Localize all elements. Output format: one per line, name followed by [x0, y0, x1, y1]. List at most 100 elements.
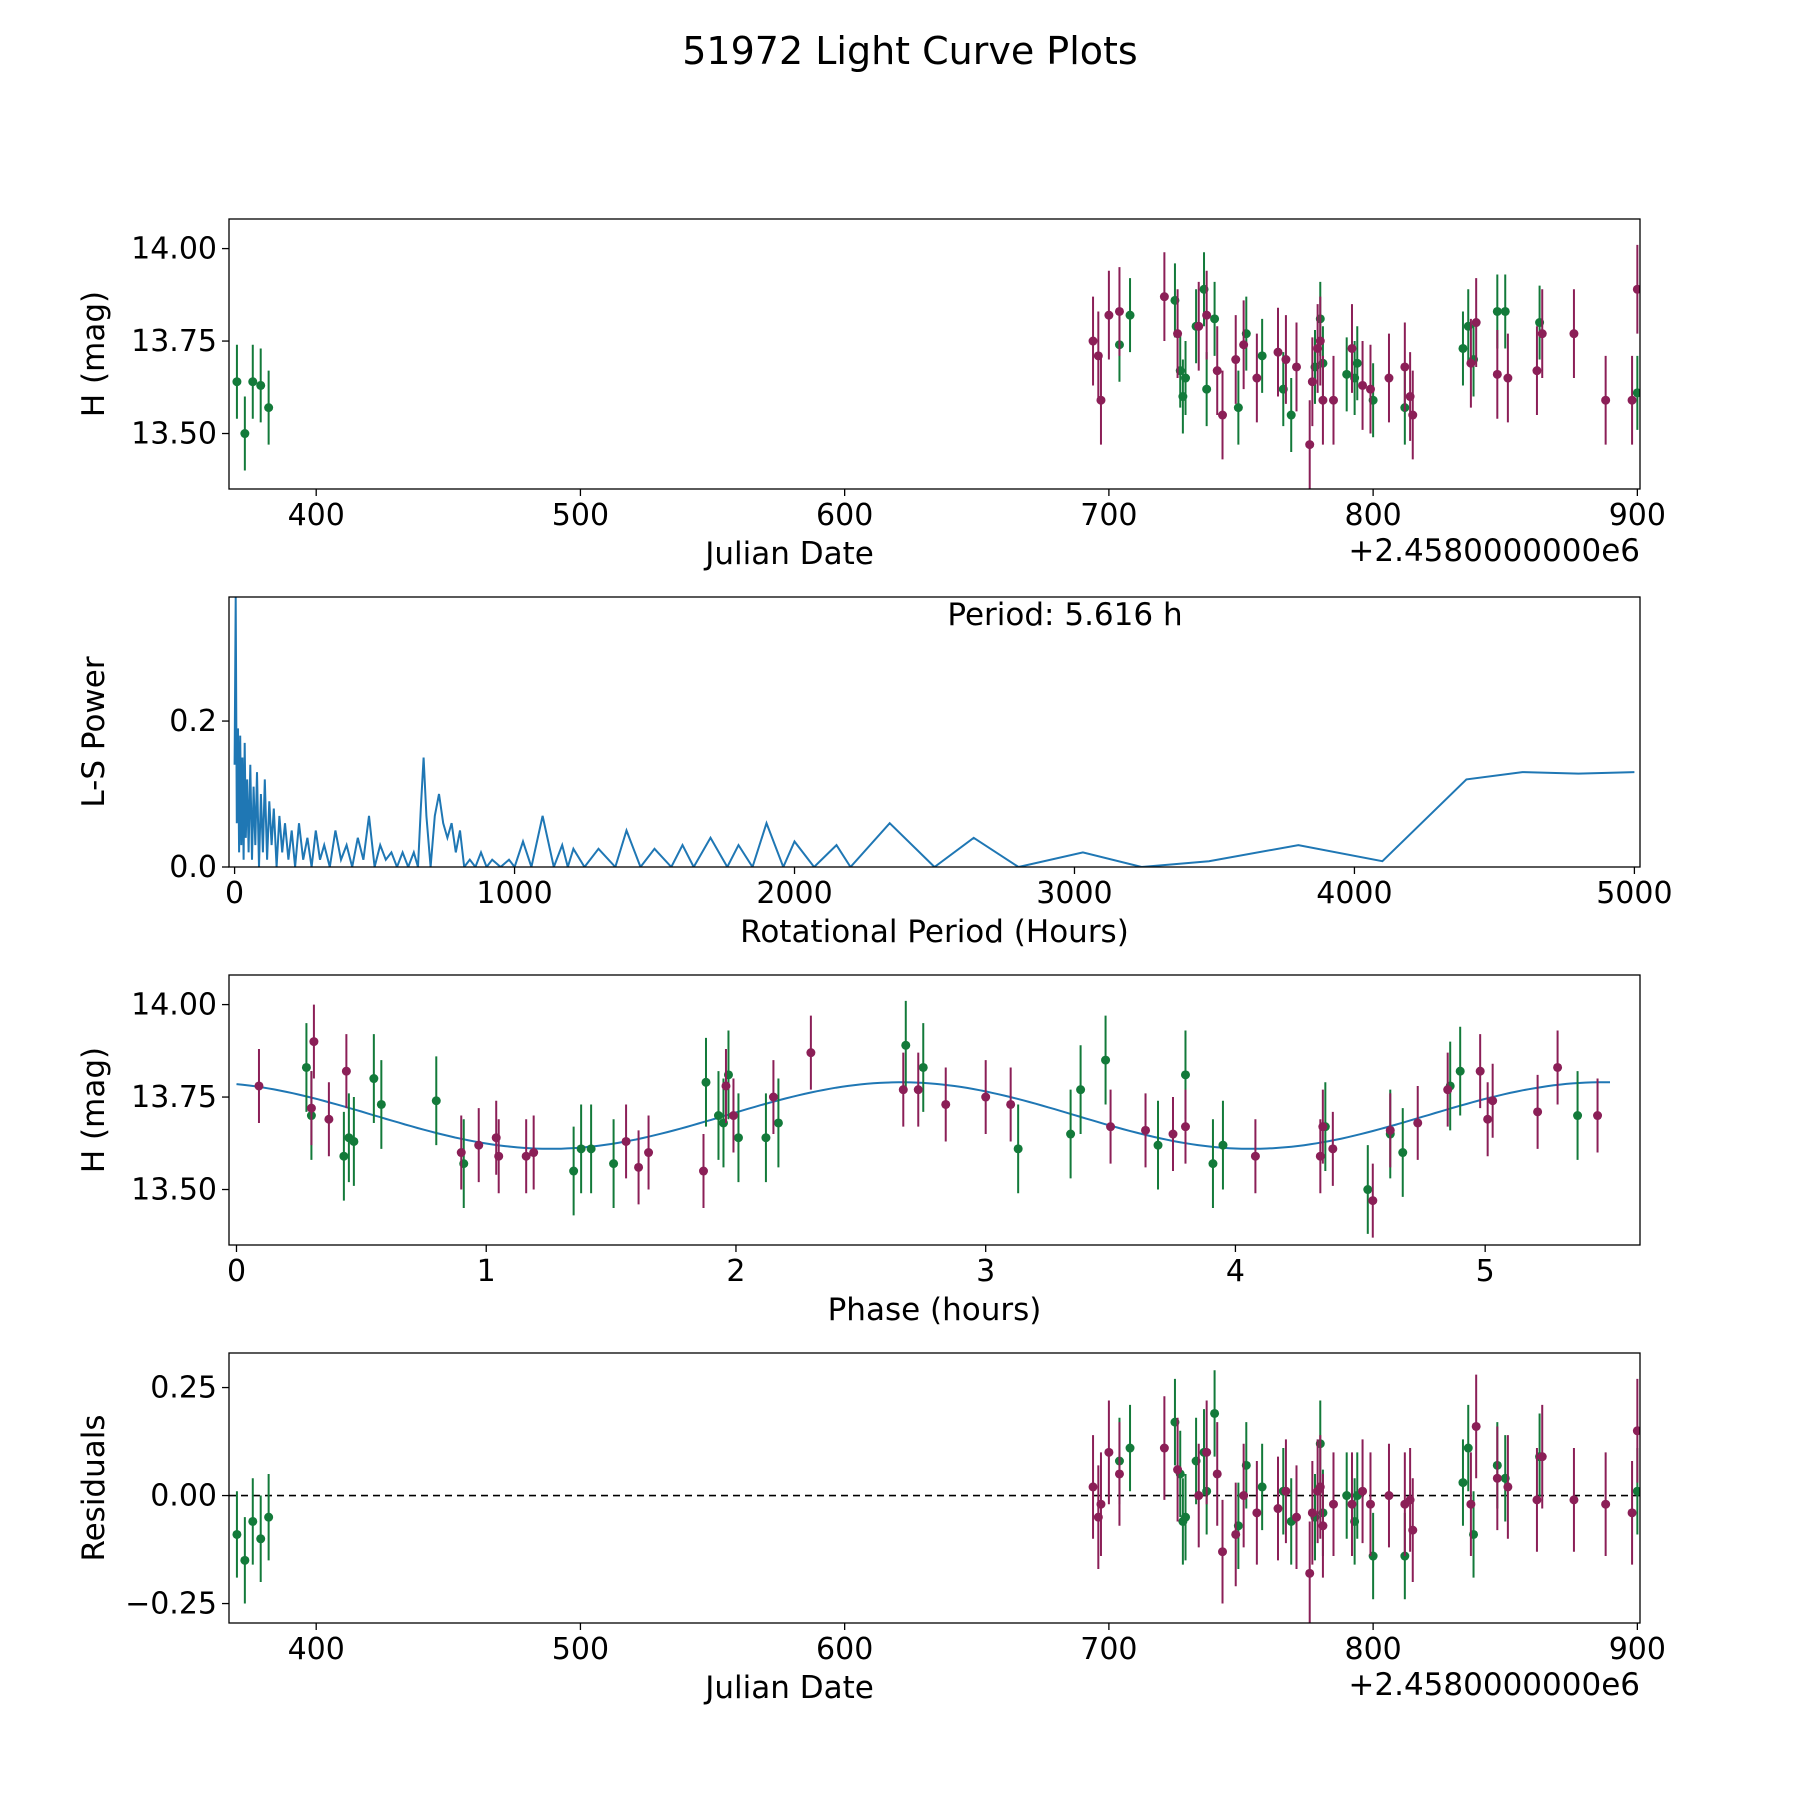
data-point-green	[576, 1144, 586, 1154]
data-point-green	[586, 1144, 596, 1154]
data-point-maroon	[1400, 362, 1410, 372]
y-tick-label: 0.00	[150, 1479, 217, 1514]
lightcurve-panel: 400 500 600 700 800 900 13.50 13.75 14.00 Julian …	[76, 218, 1666, 572]
data-point-maroon	[1471, 1421, 1481, 1431]
data-point-maroon	[474, 1140, 484, 1150]
data-point-maroon	[1632, 284, 1640, 294]
data-point-green	[1458, 1478, 1468, 1488]
data-point-green	[1398, 1148, 1408, 1158]
x-tick-label: 4000	[1316, 876, 1392, 911]
data-point-green	[1342, 1491, 1352, 1501]
data-point-maroon	[1488, 1096, 1498, 1106]
data-point-green	[901, 1040, 911, 1050]
data-point-maroon	[634, 1162, 644, 1172]
x-tick-label: 500	[552, 1632, 609, 1667]
data-point-green	[1632, 1486, 1640, 1496]
data-point-maroon	[1281, 355, 1291, 365]
data-point-green	[1066, 1129, 1076, 1139]
y-axis-label: H (mag)	[76, 1047, 112, 1173]
y-tick-label: 14.00	[131, 988, 217, 1023]
y-axis-label: Residuals	[76, 1414, 112, 1561]
data-point-green	[701, 1077, 711, 1087]
data-point-green	[232, 1529, 242, 1539]
data-point-maroon	[341, 1066, 351, 1076]
data-point-maroon	[1358, 380, 1368, 390]
x-tick-label: 700	[1080, 1632, 1137, 1667]
data-point-maroon	[1281, 1486, 1291, 1496]
data-point-maroon	[1533, 1107, 1543, 1117]
y-tick-label: 0.25	[150, 1371, 217, 1406]
data-point-maroon	[1180, 1122, 1190, 1132]
data-point-green	[1342, 369, 1352, 379]
data-point-maroon	[1537, 329, 1547, 339]
data-point-green	[773, 1118, 783, 1128]
data-point-green	[1210, 1408, 1220, 1418]
data-point-green	[1125, 310, 1135, 320]
data-point-maroon	[1231, 1529, 1241, 1539]
data-point-maroon	[1358, 1486, 1368, 1496]
data-point-maroon	[1318, 395, 1328, 405]
data-point-maroon	[621, 1136, 631, 1146]
data-point-maroon	[1569, 1495, 1579, 1505]
x-axis-label: Rotational Period (Hours)	[740, 914, 1129, 950]
data-point-green	[1573, 1111, 1583, 1121]
data-point-maroon	[898, 1085, 908, 1095]
data-point-green	[339, 1151, 349, 1161]
x-tick-label: 600	[816, 498, 873, 533]
data-point-green	[1363, 1185, 1373, 1195]
data-point-maroon	[1305, 440, 1315, 450]
data-point-maroon	[1347, 1499, 1357, 1509]
residuals-panel: 400 500 600 700 800 900 −0.25 0.00 0.25 Julian Da…	[76, 1352, 1666, 1706]
data-point-maroon	[1291, 1512, 1301, 1522]
data-point-green	[1492, 306, 1502, 316]
data-point-maroon	[644, 1148, 654, 1158]
data-point-maroon	[981, 1092, 991, 1102]
x-tick-label: 700	[1080, 498, 1137, 533]
data-point-maroon	[1532, 366, 1542, 376]
data-point-maroon	[1466, 358, 1476, 368]
data-point-maroon	[1231, 355, 1241, 365]
data-point-maroon	[1328, 395, 1338, 405]
data-point-green	[761, 1133, 771, 1143]
y-tick-label: −0.25	[125, 1587, 217, 1622]
data-point-maroon	[1471, 318, 1481, 328]
data-point-maroon	[1202, 1447, 1212, 1457]
data-point-green	[264, 403, 274, 413]
data-point-maroon	[1601, 395, 1611, 405]
x-tick-label: 1	[477, 1254, 496, 1289]
y-tick-label: 13.50	[131, 417, 217, 452]
data-point-maroon	[728, 1111, 738, 1121]
data-point-maroon	[1365, 1499, 1375, 1509]
data-point-maroon	[941, 1099, 951, 1109]
data-point-maroon	[306, 1103, 316, 1113]
data-point-maroon	[1168, 1129, 1178, 1139]
data-point-maroon	[1273, 1504, 1283, 1514]
x-offset-text: +2.4580000000e6	[1348, 533, 1640, 569]
data-point-maroon	[1492, 369, 1502, 379]
data-point-green	[1632, 388, 1640, 398]
data-point-green	[232, 377, 242, 387]
x-tick-label: 2	[726, 1254, 745, 1289]
data-point-maroon	[1601, 1499, 1611, 1509]
data-point-maroon	[1291, 362, 1301, 372]
data-point-maroon	[456, 1148, 466, 1158]
data-point-green	[1208, 1159, 1218, 1169]
data-point-maroon	[254, 1081, 264, 1091]
data-point-green	[431, 1096, 441, 1106]
x-axis-label: Julian Date	[703, 1670, 874, 1706]
data-point-maroon	[1194, 321, 1204, 331]
data-point-maroon	[1328, 1499, 1338, 1509]
data-point-green	[376, 1099, 386, 1109]
x-tick-label: 0	[227, 1254, 246, 1289]
data-point-maroon	[1632, 1426, 1640, 1436]
data-point-green	[1101, 1055, 1111, 1065]
data-point-maroon	[1475, 1066, 1485, 1076]
x-tick-label: 2000	[756, 876, 832, 911]
data-point-maroon	[1503, 373, 1513, 383]
data-point-green	[733, 1133, 743, 1143]
data-point-green	[369, 1074, 379, 1084]
data-point-maroon	[1384, 1491, 1394, 1501]
data-point-green	[240, 429, 250, 439]
plot-area	[233, 597, 1635, 867]
